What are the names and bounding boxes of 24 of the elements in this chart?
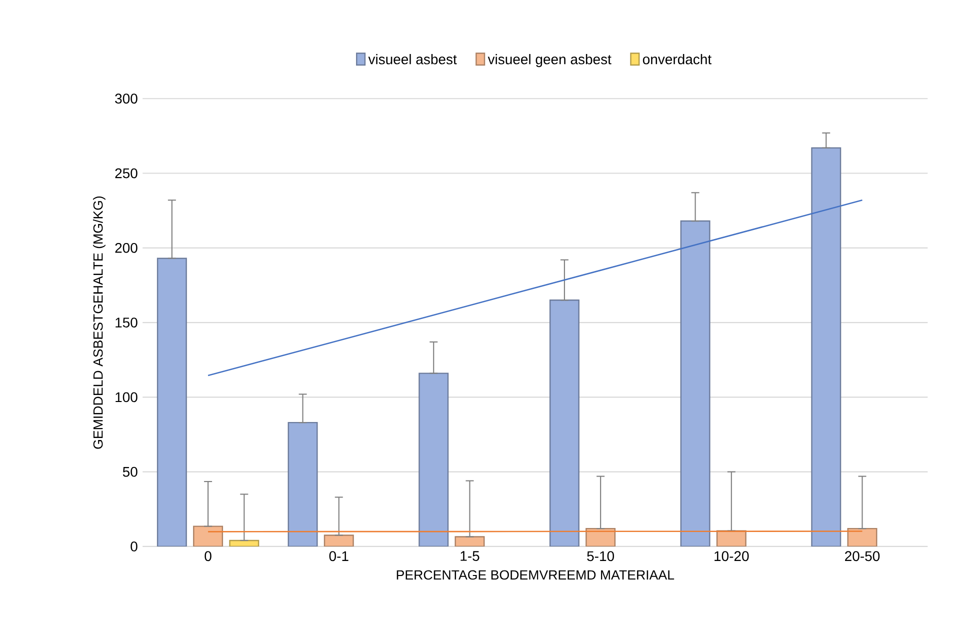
x-axis-title: PERCENTAGE BODEMVREEMD MATERIAAL [396,570,674,580]
legend-label: onverdacht [642,54,712,64]
y-tick-label: 300 [115,94,138,104]
y-axis-title: GEMIDDELD ASBESTGEHALTE (MG/KG) [93,196,106,449]
x-tick-label: 20-50 [845,551,880,562]
x-tick-label: 1-5 [460,551,480,562]
y-tick-label: 150 [116,318,138,328]
y-tick-label: 100 [116,392,138,402]
x-tick-label: 0 [204,551,212,562]
bar [549,300,580,547]
x-tick-label: 5-10 [587,551,614,562]
legend-label: visueel asbest [368,54,457,64]
bar [418,372,449,547]
bar [156,258,187,547]
y-tick-label: 0 [130,542,138,552]
x-tick-label: 0-1 [329,551,348,562]
y-tick-label: 50 [122,466,138,477]
legend-label: visueel geen asbest [488,54,612,68]
y-tick-label: 250 [115,168,138,178]
x-tick-label: 10-20 [714,551,749,562]
y-tick-label: 200 [115,243,138,253]
bar [288,422,318,547]
bar [811,147,842,547]
bar [680,220,710,547]
